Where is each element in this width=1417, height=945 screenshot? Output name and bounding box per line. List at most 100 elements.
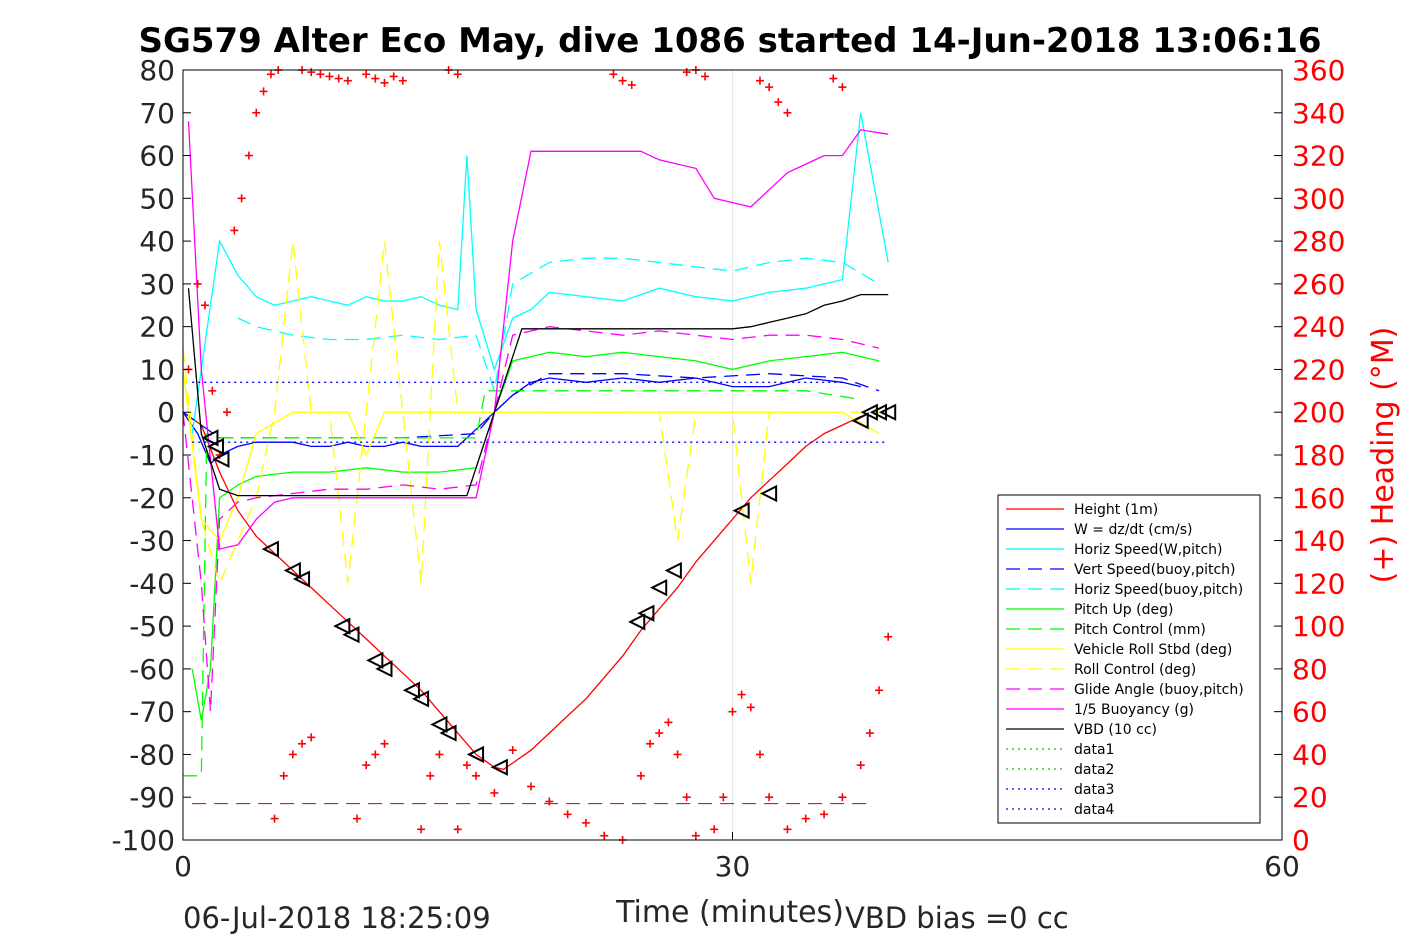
heading-point bbox=[701, 72, 710, 81]
heading-point bbox=[527, 782, 536, 791]
heading-point bbox=[259, 87, 268, 96]
y-tick-label: -20 bbox=[129, 482, 175, 515]
y-tick-label: 40 bbox=[139, 225, 175, 258]
heading-point bbox=[545, 797, 554, 806]
legend-box bbox=[997, 494, 1261, 824]
legend-entry: Glide Angle (buoy,pitch) bbox=[1074, 682, 1244, 698]
heading-point bbox=[208, 386, 217, 395]
right-y-tick-label: 20 bbox=[1292, 781, 1328, 814]
y-tick-label: 30 bbox=[139, 268, 175, 301]
depth-marker bbox=[439, 724, 457, 742]
heading-point bbox=[230, 226, 239, 235]
y-tick-label: -10 bbox=[129, 439, 175, 472]
legend-entry: data3 bbox=[1074, 782, 1114, 798]
right-y-tick-label: 340 bbox=[1292, 97, 1345, 130]
heading-point bbox=[746, 703, 755, 712]
heading-point bbox=[673, 750, 682, 759]
heading-point bbox=[664, 718, 673, 727]
right-y-tick-label: 100 bbox=[1292, 610, 1345, 643]
heading-point bbox=[609, 70, 618, 79]
legend-entry: Pitch Up (deg) bbox=[1074, 602, 1173, 618]
depth-marker bbox=[206, 437, 224, 456]
depth-marker bbox=[430, 715, 448, 734]
x-tick-label: 60 bbox=[1264, 850, 1300, 883]
right-axis-label: (+) Heading (°M) bbox=[1366, 327, 1401, 584]
depth-marker bbox=[860, 403, 878, 421]
heading-point bbox=[380, 739, 389, 748]
heading-point bbox=[829, 74, 838, 83]
heading-point bbox=[244, 151, 253, 160]
heading-point bbox=[783, 825, 792, 834]
heading-point bbox=[398, 76, 407, 85]
heading-point bbox=[371, 74, 380, 83]
y-tick-label: -30 bbox=[129, 525, 175, 558]
heading-point bbox=[856, 761, 865, 770]
depth-marker bbox=[366, 651, 384, 669]
plot-area bbox=[182, 66, 1282, 844]
legend-entry: Roll Control (deg) bbox=[1074, 662, 1196, 678]
heading-point bbox=[755, 750, 764, 759]
heading-point bbox=[362, 70, 371, 79]
heading-point bbox=[334, 74, 343, 83]
heading-point bbox=[353, 814, 362, 823]
depth-marker bbox=[411, 690, 430, 708]
heading-point bbox=[193, 279, 202, 288]
heading-point bbox=[426, 771, 435, 780]
depth-marker bbox=[649, 578, 668, 597]
heading-point bbox=[563, 810, 572, 819]
heading-point bbox=[472, 771, 481, 780]
y-tick-label: -80 bbox=[129, 738, 175, 771]
footer-vbd-bias: VBD bias =0 cc bbox=[845, 901, 1069, 935]
heading-point bbox=[252, 108, 261, 117]
heading-point bbox=[865, 729, 874, 738]
depth-marker bbox=[342, 626, 360, 644]
legend-entry: Vehicle Roll Stbd (deg) bbox=[1074, 642, 1232, 658]
heading-point bbox=[389, 72, 398, 81]
depth-marker bbox=[292, 570, 311, 588]
heading-point bbox=[838, 793, 847, 802]
depth-marker bbox=[466, 745, 485, 764]
right-y-tick-label: 140 bbox=[1292, 525, 1345, 558]
heading-point bbox=[380, 78, 389, 87]
right-y-tick-label: 40 bbox=[1292, 738, 1328, 771]
heading-point bbox=[307, 733, 316, 742]
heading-point bbox=[270, 814, 279, 823]
heading-point bbox=[728, 707, 737, 716]
heading-point bbox=[508, 746, 517, 755]
heading-point bbox=[691, 831, 700, 840]
series-line bbox=[187, 288, 889, 497]
right-y-tick-label: 220 bbox=[1292, 353, 1345, 386]
depth-marker bbox=[212, 450, 230, 468]
y-tick-label: -60 bbox=[129, 653, 175, 686]
depth-marker bbox=[402, 681, 420, 699]
heading-point bbox=[417, 825, 426, 834]
heading-point bbox=[783, 108, 792, 117]
depth-marker bbox=[261, 540, 279, 558]
series-line bbox=[182, 377, 861, 465]
right-y-tick-label: 240 bbox=[1292, 311, 1345, 344]
depth-marker bbox=[759, 484, 778, 503]
heading-point bbox=[343, 76, 352, 85]
series-line bbox=[182, 326, 880, 712]
y-tick-label: 80 bbox=[139, 54, 175, 87]
y-tick-label: -90 bbox=[129, 781, 175, 814]
heading-point bbox=[453, 825, 462, 834]
legend-entry: Horiz Speed(W,pitch) bbox=[1074, 542, 1222, 558]
right-y-tick-label: 360 bbox=[1292, 54, 1345, 87]
legend-entry: VBD (10 cc) bbox=[1074, 722, 1157, 738]
depth-marker bbox=[851, 412, 869, 430]
heading-point bbox=[490, 788, 499, 797]
y-tick-label: -70 bbox=[129, 696, 175, 729]
heading-point bbox=[435, 750, 444, 759]
x-tick-label: 30 bbox=[715, 850, 751, 883]
heading-point bbox=[884, 632, 893, 641]
depth-marker bbox=[375, 660, 393, 678]
heading-point bbox=[765, 83, 774, 92]
y-tick-label: 70 bbox=[139, 97, 175, 130]
legend-entry: Horiz Speed(buoy,pitch) bbox=[1074, 582, 1243, 598]
chart-title: SG579 Alter Eco May, dive 1086 started 1… bbox=[138, 21, 1321, 61]
y-tick-label: -40 bbox=[129, 567, 175, 600]
legend-entry: W = dz/dt (cm/s) bbox=[1074, 522, 1193, 538]
heading-point bbox=[655, 729, 664, 738]
